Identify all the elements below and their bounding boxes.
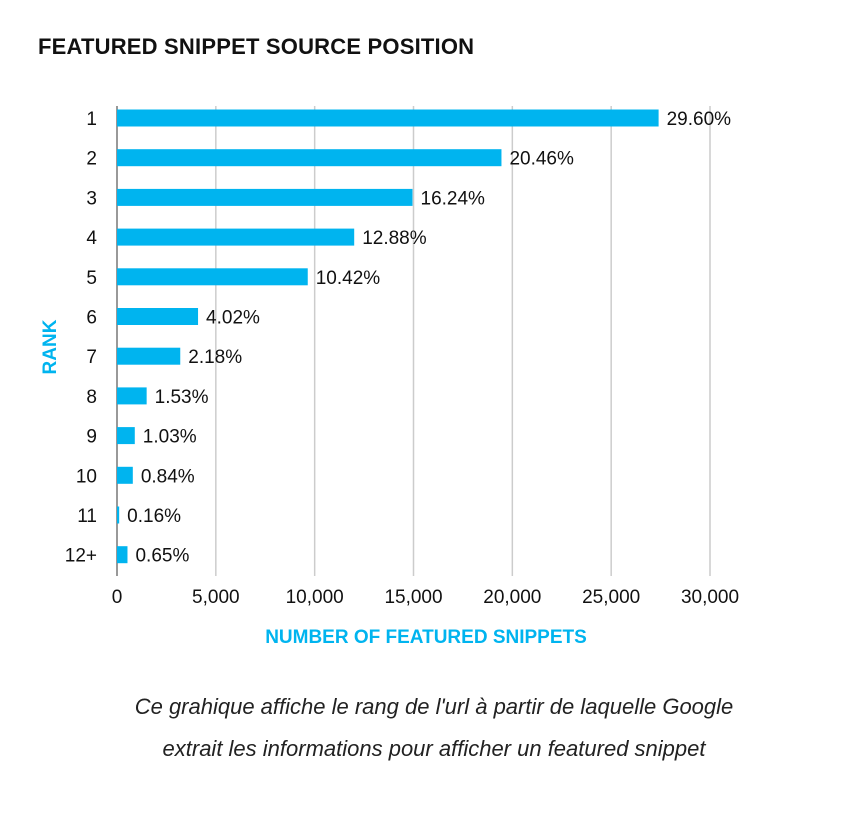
caption-line-1: Ce grahique affiche le rang de l'url à p… (134, 694, 734, 719)
bar-rank-1 (117, 109, 659, 127)
category-label: 7 (86, 347, 97, 368)
category-label: 8 (86, 387, 97, 408)
category-labels: 1 2 3 4 5 6 7 8 9 10 11 12+ (65, 109, 98, 567)
category-label: 6 (86, 308, 97, 329)
data-label: 2.18% (188, 347, 242, 368)
bars (117, 109, 659, 564)
bar-chart: 1 2 3 4 5 6 7 8 9 10 11 12+ 29.60% 20.46% 16.24% 12.88… (40, 106, 739, 648)
x-axis-title: NUMBER OF FEATURED SNIPPETS (265, 627, 587, 648)
bar-rank-3 (117, 188, 413, 206)
x-tick-label: 30,000 (681, 587, 739, 608)
x-tick-label: 20,000 (483, 587, 541, 608)
bar-rank-4 (117, 228, 355, 246)
data-label: 0.84% (141, 466, 195, 487)
category-label: 12+ (65, 546, 97, 567)
data-label: 0.16% (127, 506, 181, 527)
category-label: 3 (86, 188, 97, 209)
bar-rank-6 (117, 308, 199, 325)
caption-line-2: extrait les informations pour afficher u… (162, 736, 706, 761)
x-tick-label: 10,000 (286, 587, 344, 608)
data-label: 12.88% (362, 228, 427, 249)
bar-rank-2 (117, 149, 502, 167)
bar-rank-5 (117, 268, 308, 286)
data-label: 1.53% (155, 387, 209, 408)
category-label: 4 (86, 228, 97, 249)
data-label: 0.65% (135, 546, 189, 567)
bar-rank-10 (117, 466, 133, 484)
category-label: 1 (86, 109, 97, 130)
bar-rank-7 (117, 347, 181, 365)
data-label: 29.60% (667, 109, 732, 130)
bar-rank-12plus (117, 546, 128, 564)
x-tick-label: 25,000 (582, 587, 640, 608)
category-label: 9 (86, 427, 97, 448)
data-label: 20.46% (509, 149, 574, 170)
data-labels: 29.60% 20.46% 16.24% 12.88% 10.42% 4.02% 2.18%… (127, 109, 731, 567)
y-axis-title: RANK (40, 319, 61, 374)
data-label: 4.02% (206, 308, 260, 329)
category-label: 10 (76, 466, 97, 487)
x-tick-label: 5,000 (192, 587, 240, 608)
bar-rank-11 (117, 506, 120, 524)
data-label: 1.03% (143, 427, 197, 448)
grid-lines (116, 106, 711, 576)
category-label: 2 (86, 149, 97, 170)
data-label: 16.24% (421, 188, 486, 209)
chart-title: FEATURED SNIPPET SOURCE POSITION (38, 34, 475, 59)
bar-rank-9 (117, 427, 135, 445)
x-tick-labels: 0 5,000 10,000 15,000 20,000 25,000 30,000 (112, 587, 739, 608)
category-label: 11 (77, 506, 97, 527)
category-label: 5 (86, 268, 97, 289)
data-label: 10.42% (316, 268, 381, 289)
bar-rank-8 (117, 387, 147, 405)
x-tick-label: 0 (112, 587, 123, 608)
x-tick-label: 15,000 (384, 587, 442, 608)
